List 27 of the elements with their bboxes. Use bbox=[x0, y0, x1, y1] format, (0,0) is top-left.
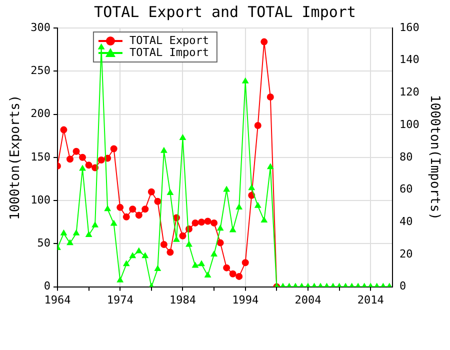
x-tick-label: 2004 bbox=[294, 293, 322, 306]
y-tick-label: 100 bbox=[30, 193, 50, 206]
y-tick-label: 300 bbox=[30, 20, 50, 34]
y2-tick-label: 120 bbox=[400, 86, 420, 99]
y-tick-label: 150 bbox=[30, 150, 50, 164]
y-axis-title: 1000ton(Exports) bbox=[8, 94, 24, 220]
y2-tick-label: 100 bbox=[400, 118, 420, 131]
y2-tick-label: 80 bbox=[400, 150, 413, 164]
y-tick-label: 50 bbox=[37, 236, 50, 250]
x-tick-label: 1994 bbox=[232, 293, 259, 306]
y-tick-label: 0 bbox=[44, 280, 50, 293]
x-tick-label: 1974 bbox=[106, 293, 134, 306]
y2-tick-label: 20 bbox=[400, 247, 413, 260]
y2-axis-title: 1000ton(Imports) bbox=[426, 94, 442, 220]
y2-tick-label: 160 bbox=[400, 20, 420, 34]
x-tick-label: 1984 bbox=[169, 293, 196, 306]
y-tick-label: 250 bbox=[30, 64, 50, 77]
y-tick-label: 200 bbox=[30, 107, 50, 120]
x-tick-label: 1964 bbox=[44, 293, 72, 306]
y2-tick-label: 40 bbox=[400, 214, 413, 228]
legend-label: TOTAL Export bbox=[129, 34, 209, 47]
x-tick-label: 2014 bbox=[357, 293, 384, 306]
chart-title: TOTAL Export and TOTAL Import bbox=[94, 2, 356, 21]
y2-tick-label: 0 bbox=[400, 280, 406, 293]
y2-tick-label: 60 bbox=[400, 182, 413, 196]
y2-tick-label: 140 bbox=[400, 53, 420, 66]
legend-label: TOTAL Import bbox=[129, 46, 209, 59]
